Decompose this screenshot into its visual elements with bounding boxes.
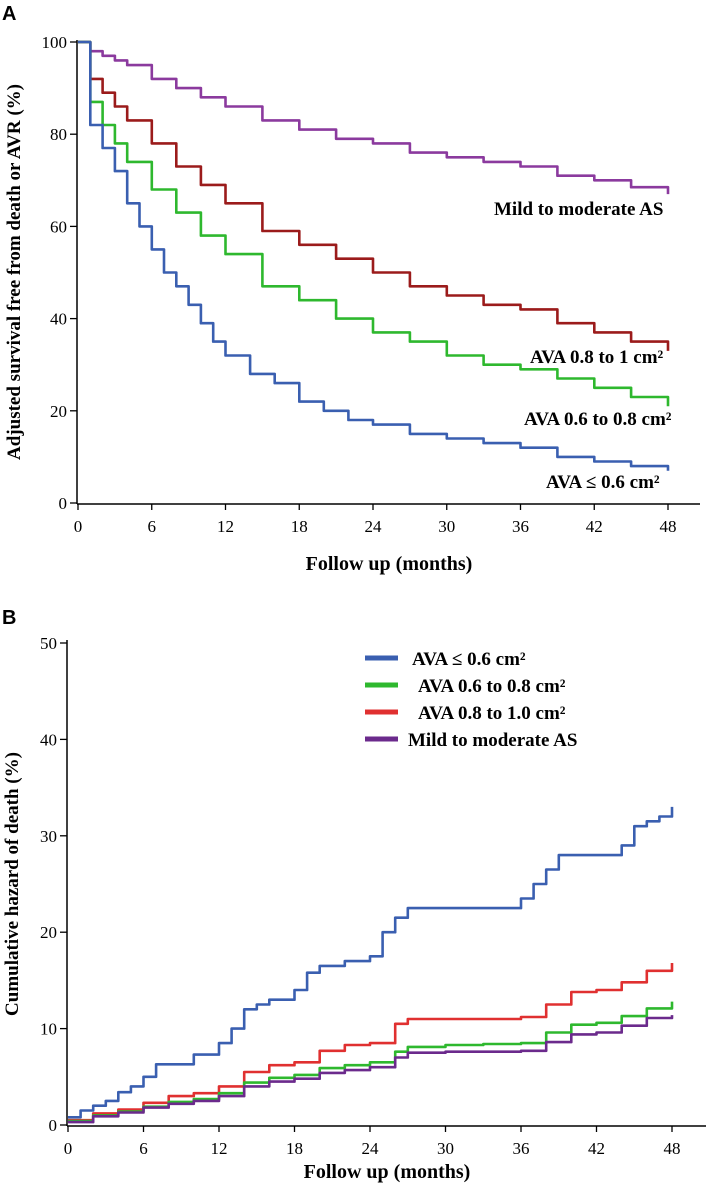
legend-label-mild-to-moderate-as: Mild to moderate AS bbox=[408, 730, 577, 751]
x-tick-label: 42 bbox=[586, 517, 603, 536]
y-tick-label: 20 bbox=[50, 402, 67, 421]
panel-a: A 0 6 12 18 24 30 36 42 48 0 20 40 60 80 100 Follow u… bbox=[2, 3, 700, 575]
panel-b-series bbox=[68, 806, 674, 1124]
legend-label-ava-le-0-6-cm2: AVA ≤ 0.6 cm² bbox=[412, 649, 526, 670]
legend-label-ava-0-8-to-1-0-cm2: AVA 0.8 to 1.0 cm² bbox=[418, 703, 566, 724]
x-tick-label: 24 bbox=[362, 1139, 380, 1158]
panel-b-label: B bbox=[2, 607, 16, 629]
x-tick-label: 48 bbox=[660, 517, 677, 536]
legend-label-ava-0-6-to-0-8-cm2: AVA 0.6 to 0.8 cm² bbox=[418, 676, 566, 697]
panel-b-x-axis-label: Follow up (months) bbox=[304, 1161, 471, 1183]
series-line-ava-0-8-to-1-0-cm2 bbox=[68, 963, 674, 1122]
x-tick-label: 12 bbox=[217, 517, 234, 536]
x-tick-label: 18 bbox=[286, 1139, 303, 1158]
y-tick-label: 40 bbox=[40, 730, 57, 749]
series-line-ava-le-0-6-cm2 bbox=[78, 40, 670, 471]
panel-b: B 0 6 12 18 24 30 36 42 48 0 10 20 30 40 50 Follow up… bbox=[2, 607, 706, 1183]
y-tick-label: 50 bbox=[40, 634, 57, 653]
panel-a-x-axis-label: Follow up (months) bbox=[306, 553, 473, 575]
y-tick-label: 0 bbox=[49, 1116, 58, 1135]
annotation-mild-to-moderate: Mild to moderate AS bbox=[494, 199, 663, 220]
x-tick-label: 0 bbox=[64, 1139, 73, 1158]
y-tick-label: 10 bbox=[40, 1020, 57, 1039]
panel-a-label: A bbox=[2, 3, 16, 25]
annotation-ava-08-1: AVA 0.8 to 1 cm² bbox=[530, 347, 664, 368]
panel-b-y-ticks: 0 10 20 30 40 50 bbox=[40, 634, 67, 1135]
x-tick-label: 12 bbox=[211, 1139, 228, 1158]
panel-a-y-ticks: 0 20 40 60 80 100 bbox=[42, 33, 77, 513]
x-tick-label: 18 bbox=[291, 517, 308, 536]
x-tick-label: 42 bbox=[588, 1139, 605, 1158]
x-tick-label: 48 bbox=[664, 1139, 681, 1158]
series-line-ava-0-8-to-1-cm2 bbox=[78, 40, 670, 351]
panel-a-y-axis-label: Adjusted survival free from death or AVR… bbox=[4, 84, 25, 460]
panel-a-x-ticks: 0 6 12 18 24 30 36 42 48 bbox=[74, 504, 677, 536]
x-tick-label: 0 bbox=[74, 517, 83, 536]
x-tick-label: 36 bbox=[512, 517, 529, 536]
y-tick-label: 60 bbox=[50, 217, 67, 236]
annotation-ava-06-08: AVA 0.6 to 0.8 cm² bbox=[524, 409, 672, 430]
panel-b-legend: AVA ≤ 0.6 cm² AVA 0.6 to 0.8 cm² AVA 0.8 t… bbox=[365, 649, 577, 751]
panel-b-x-ticks: 0 6 12 18 24 30 36 42 48 bbox=[64, 1126, 681, 1158]
x-tick-label: 30 bbox=[437, 1139, 454, 1158]
series-line-ava-le-0-6-cm2 bbox=[68, 806, 674, 1119]
y-tick-label: 80 bbox=[50, 125, 67, 144]
x-tick-label: 24 bbox=[365, 517, 383, 536]
y-tick-label: 40 bbox=[50, 310, 67, 329]
series-line-ava-0-6-to-0-8-cm2 bbox=[78, 40, 670, 407]
y-tick-label: 30 bbox=[40, 827, 57, 846]
x-tick-label: 36 bbox=[513, 1139, 530, 1158]
panel-b-y-axis-label: Cumulative hazard of death (%) bbox=[2, 752, 23, 1016]
x-tick-label: 6 bbox=[139, 1139, 148, 1158]
y-tick-label: 0 bbox=[59, 494, 68, 513]
x-tick-label: 6 bbox=[148, 517, 157, 536]
annotation-ava-le-06: AVA ≤ 0.6 cm² bbox=[546, 472, 660, 493]
panel-a-series bbox=[78, 40, 670, 471]
y-tick-label: 20 bbox=[40, 923, 57, 942]
series-line-mild-to-moderate-as bbox=[78, 40, 670, 195]
series-line-mild-to-moderate-as bbox=[68, 1015, 674, 1124]
x-tick-label: 30 bbox=[438, 517, 455, 536]
y-tick-label: 100 bbox=[42, 33, 68, 52]
